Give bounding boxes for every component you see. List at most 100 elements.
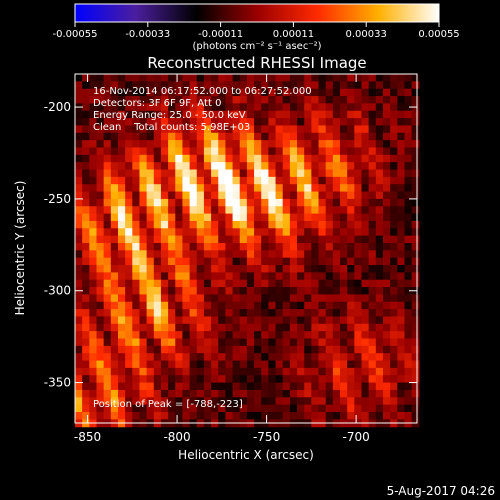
heatmap-cell	[275, 301, 284, 310]
heatmap-cell	[275, 176, 284, 185]
heatmap-cell	[203, 162, 212, 171]
heatmap-cell	[89, 191, 98, 200]
heatmap-cell	[218, 309, 227, 318]
heatmap-cell	[239, 74, 248, 82]
heatmap-cell	[332, 176, 341, 185]
heatmap-cell	[75, 257, 83, 266]
heatmap-cell	[289, 338, 298, 347]
heatmap-cell	[361, 294, 370, 303]
heatmap-cell	[368, 235, 377, 244]
heatmap-cell	[347, 316, 355, 325]
heatmap-cell	[390, 367, 398, 376]
heatmap-cell	[275, 162, 284, 171]
heatmap-cell	[275, 338, 284, 347]
heatmap-cell	[347, 110, 355, 119]
heatmap-cell	[390, 404, 398, 413]
heatmap-cell	[239, 345, 248, 354]
heatmap-cell	[297, 74, 305, 82]
heatmap-cell	[153, 81, 162, 90]
heatmap-cell	[125, 353, 133, 362]
heatmap-cell	[125, 367, 133, 376]
heatmap-cell	[110, 184, 119, 193]
heatmap-cell	[289, 228, 298, 237]
heatmap-cell	[225, 375, 234, 384]
heatmap-cell	[411, 353, 420, 362]
heatmap-cell	[239, 220, 248, 229]
heatmap-cell	[239, 309, 248, 318]
heatmap-cell	[289, 81, 298, 90]
heatmap-cell	[268, 294, 277, 303]
heatmap-cell	[175, 198, 184, 207]
heatmap-cell	[311, 279, 320, 288]
heatmap-cell	[139, 162, 148, 171]
heatmap-cell	[82, 411, 90, 420]
heatmap-cell	[110, 301, 119, 310]
heatmap-cell	[397, 206, 406, 215]
heatmap-cell	[368, 103, 377, 112]
annotation-time: 16-Nov-2014 06:17:52.000 to 06:27:52.000	[93, 86, 312, 97]
heatmap-cell	[382, 74, 391, 82]
heatmap-cell	[89, 147, 98, 156]
heatmap-cell	[117, 235, 126, 244]
heatmap-cell	[196, 272, 205, 281]
heatmap-cell	[153, 162, 162, 171]
heatmap-cell	[361, 250, 370, 259]
heatmap-cell	[375, 74, 384, 82]
heatmap-cell	[232, 206, 241, 215]
heatmap-cell	[340, 169, 348, 178]
heatmap-cell	[261, 382, 269, 391]
heatmap-cell	[203, 110, 212, 119]
heatmap-cell	[246, 206, 255, 215]
heatmap-cell	[254, 162, 262, 171]
heatmap-cell	[347, 103, 355, 112]
heatmap-cell	[318, 147, 327, 156]
heatmap-cell	[168, 169, 176, 178]
heatmap-cell	[297, 147, 305, 156]
heatmap-cell	[189, 360, 198, 369]
heatmap-cell	[397, 404, 406, 413]
heatmap-cell	[239, 147, 248, 156]
heatmap-cell	[182, 301, 191, 310]
heatmap-cell	[160, 220, 169, 229]
heatmap-cell	[82, 118, 90, 127]
heatmap-cell	[411, 345, 420, 354]
heatmap-cell	[390, 279, 398, 288]
heatmap-cell	[246, 88, 255, 97]
heatmap-cell	[189, 162, 198, 171]
heatmap-cell	[225, 140, 234, 149]
heatmap-cell	[117, 191, 126, 200]
heatmap-cell	[246, 147, 255, 156]
heatmap-cell	[196, 96, 205, 104]
heatmap-cell	[125, 382, 133, 391]
heatmap-cell	[375, 345, 384, 354]
heatmap-cell	[368, 301, 377, 310]
heatmap-cell	[382, 81, 391, 90]
heatmap-cell	[261, 147, 269, 156]
heatmap-cell	[332, 198, 341, 207]
heatmap-cell	[289, 110, 298, 119]
heatmap-cell	[246, 169, 255, 178]
heatmap-cell	[261, 360, 269, 369]
heatmap-cell	[311, 147, 320, 156]
heatmap-cell	[325, 184, 334, 193]
heatmap-cell	[89, 257, 98, 266]
heatmap-cell	[103, 103, 112, 112]
heatmap-cell	[103, 88, 112, 97]
heatmap-cell	[340, 404, 348, 413]
heatmap-cell	[340, 345, 348, 354]
heatmap-cell	[261, 96, 269, 104]
heatmap-cell	[397, 331, 406, 340]
heatmap-cell	[261, 331, 269, 340]
heatmap-cell	[82, 125, 90, 134]
heatmap-cell	[304, 301, 312, 310]
heatmap-cell	[325, 294, 334, 303]
heatmap-cell	[89, 206, 98, 215]
heatmap-cell	[340, 81, 348, 90]
heatmap-cell	[232, 397, 241, 406]
heatmap-cell	[390, 206, 398, 215]
heatmap-cell	[89, 88, 98, 97]
heatmap-cell	[289, 397, 298, 406]
heatmap-cell	[318, 132, 327, 141]
heatmap-cell	[75, 81, 83, 90]
heatmap-cell	[289, 272, 298, 281]
